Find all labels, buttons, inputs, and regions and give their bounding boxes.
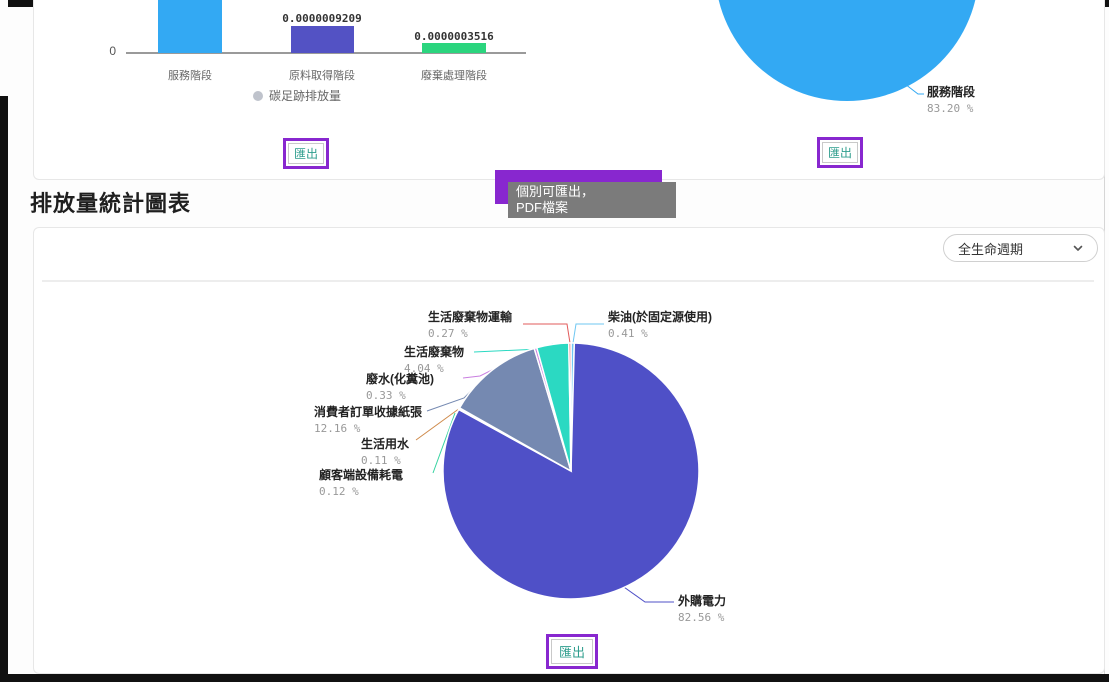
pie-label-diesel: 柴油(於固定源使用) 0.41 %: [608, 310, 712, 340]
export-button-emission-pie[interactable]: 匯出: [546, 634, 599, 669]
bar-value-label-raw-material: 0.0000009209: [282, 12, 362, 25]
bar-chart-x-axis: [126, 52, 526, 54]
chevron-down-icon: [1073, 245, 1083, 251]
pie-slice-7: [568, 342, 572, 472]
bar-category-raw-material: 原料取得階段: [289, 70, 355, 82]
pie-leader-line-7: [523, 323, 571, 344]
y-axis-tick-zero: 0: [109, 44, 116, 58]
page-title: 排放量統計圖表: [30, 191, 192, 216]
pie-leader-line-3: [415, 407, 461, 441]
pie-label-wastewater: 廢水(化糞池) 0.33 %: [366, 372, 434, 402]
lifecycle-select[interactable]: 全生命週期: [943, 234, 1098, 262]
pie-label-waste-transport: 生活廢棄物運輸 0.27 %: [428, 310, 513, 340]
pie-slice-1: [442, 342, 700, 600]
bar-category-disposal: 廢棄處理階段: [421, 70, 487, 82]
stage-pie-slice-service: [718, 0, 976, 101]
legend-label: 碳足跡排放量: [269, 89, 342, 103]
legend-dot-icon: [253, 90, 263, 101]
lifecycle-select-value: 全生命週期: [958, 241, 1024, 257]
window-left-bar: [0, 96, 8, 674]
summary-charts-card: 0 0.0000009209 0.0000003516 服務階段 原料取得階段 …: [33, 0, 1105, 180]
pie-label-receipt-paper: 消費者訂單收據紙張 12.16 %: [314, 405, 423, 435]
pie-label-household-waste: 生活廢棄物 4.04 %: [404, 345, 465, 375]
pie-leader-line-2: [432, 412, 456, 474]
stage-pie-label-service: 服務階段 83.20 %: [927, 85, 976, 115]
pie-leader-line-0: [572, 323, 604, 344]
pie-label-customer-equipment: 顧客端設備耗電 0.12 %: [319, 468, 404, 498]
bar-disposal-stage: [422, 43, 486, 53]
bar-service-stage: [158, 0, 222, 53]
export-button-stage-pie[interactable]: 匯出: [817, 137, 864, 168]
export-tooltip: 個別可匯出， PDF檔案: [508, 182, 676, 218]
bar-value-label-disposal: 0.0000003516: [414, 30, 494, 43]
emission-stats-card: 全生命週期 柴油(於固定源使用) 0.41 % 生活廢棄物運輸 0.27 % 生…: [33, 227, 1105, 674]
bar-category-service: 服務階段: [168, 70, 212, 82]
bar-chart-legend[interactable]: 碳足跡排放量: [253, 87, 341, 104]
card-divider: [42, 280, 1094, 282]
stage-pie-leader-line: [904, 83, 924, 95]
stage-pie-chart: [718, 0, 976, 101]
tooltip-line2: PDF檔案: [516, 200, 569, 215]
emission-pie-chart: [415, 323, 700, 603]
pie-label-domestic-water: 生活用水 0.11 %: [361, 437, 410, 467]
window-bottom-bar: [0, 674, 1109, 682]
tooltip-line1: 個別可匯出，: [516, 184, 595, 199]
pie-label-purchased-electricity: 外購電力 82.56 %: [678, 594, 727, 624]
bar-raw-material-stage: [291, 26, 354, 53]
export-button-bar-chart[interactable]: 匯出: [283, 138, 330, 169]
